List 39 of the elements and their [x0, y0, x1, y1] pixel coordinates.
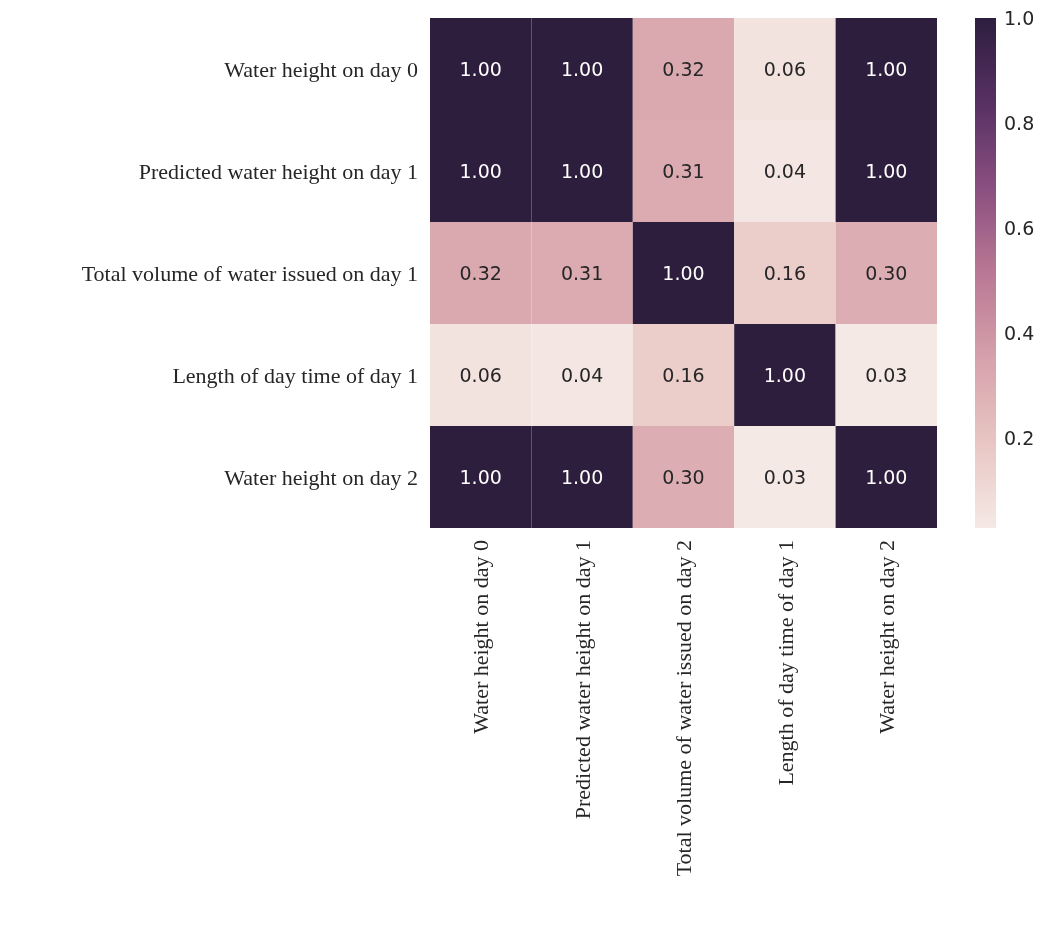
color-bar-label: 1.0 — [1004, 6, 1035, 29]
y-tick-label: Length of day time of day 1 — [172, 362, 418, 388]
x-tick-label: Water height on day 2 — [874, 540, 899, 734]
data-label: 0.03 — [865, 363, 908, 386]
data-label: 0.32 — [459, 261, 502, 284]
x-tick-label: Total volume of water issued on day 2 — [671, 540, 697, 877]
data-label: 0.31 — [662, 159, 705, 182]
data-label: 0.16 — [662, 363, 705, 386]
data-label: 1.00 — [662, 261, 705, 284]
data-label: 0.31 — [560, 261, 604, 284]
x-tick-label: Predicted water height on day 1 — [569, 540, 595, 820]
data-label: 0.04 — [763, 159, 807, 182]
data-label: 0.16 — [763, 261, 807, 284]
data-label: 0.03 — [763, 465, 807, 488]
data-label: 0.30 — [662, 465, 705, 488]
data-label: 0.30 — [865, 261, 908, 284]
data-label: 0.06 — [459, 363, 502, 386]
data-label: 1.00 — [865, 57, 908, 80]
y-tick-label: Total volume of water issued on day 1 — [81, 260, 418, 286]
data-label: 1.00 — [459, 57, 502, 80]
data-label: 1.00 — [459, 465, 502, 488]
y-tick-label: Water height on day 2 — [224, 464, 418, 490]
data-label: 0.04 — [560, 363, 604, 386]
color-bar-label: 0.6 — [1004, 216, 1035, 239]
data-label: 1.00 — [560, 57, 604, 80]
data-label: 1.00 — [459, 159, 502, 182]
color-bar-label: 0.8 — [1004, 111, 1035, 134]
data-label: 0.32 — [662, 57, 705, 80]
data-label: 1.00 — [560, 465, 604, 488]
x-tick-label: Length of day time of day 1 — [772, 540, 798, 786]
data-label: 1.00 — [865, 159, 908, 182]
data-label: 0.06 — [763, 57, 807, 80]
color-bar-label: 0.2 — [1004, 427, 1035, 450]
data-label: 1.00 — [560, 159, 604, 182]
y-tick-label: Predicted water height on day 1 — [138, 158, 418, 184]
color-bar-label: 0.4 — [1004, 322, 1035, 345]
data-label: 1.00 — [763, 363, 807, 386]
y-tick-label: Water height on day 0 — [224, 56, 418, 82]
data-label: 1.00 — [865, 465, 908, 488]
